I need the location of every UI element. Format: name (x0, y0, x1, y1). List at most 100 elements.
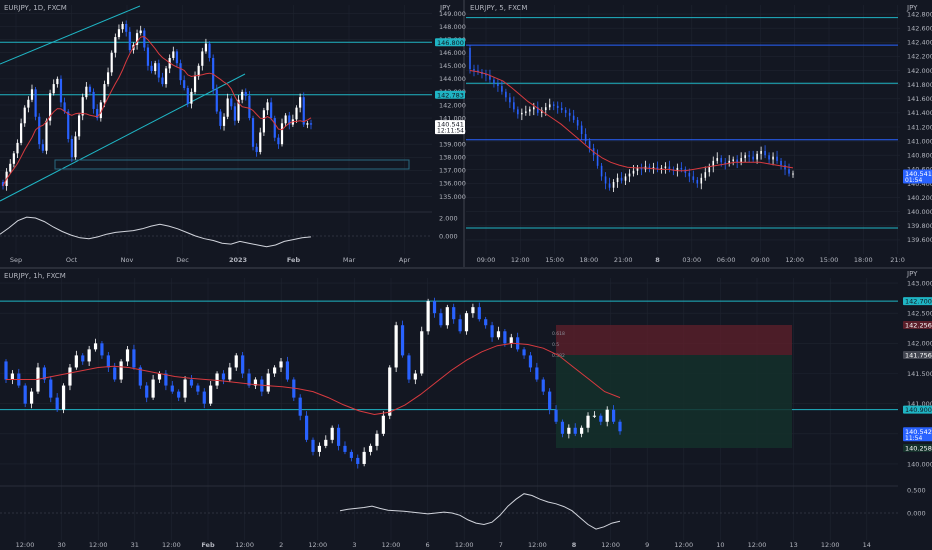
candle-body[interactable] (139, 30, 142, 34)
candle-body[interactable] (664, 166, 667, 168)
candle-body[interactable] (270, 102, 273, 119)
candle-body[interactable] (12, 153, 15, 164)
candle-body[interactable] (273, 118, 276, 138)
candle-body[interactable] (311, 439, 315, 452)
candle-body[interactable] (471, 307, 475, 314)
candle-body[interactable] (67, 111, 70, 139)
channel-upper-line[interactable] (0, 5, 141, 65)
candle-body[interactable] (132, 349, 136, 368)
candle-body[interactable] (612, 409, 616, 422)
candle-body[interactable] (596, 155, 599, 166)
candle-body[interactable] (336, 427, 341, 446)
candle-body[interactable] (656, 167, 659, 170)
candle-body[interactable] (302, 97, 305, 125)
candle-body[interactable] (177, 391, 181, 398)
candle-body[interactable] (230, 98, 233, 107)
candle-body[interactable] (704, 172, 707, 178)
candle-body[interactable] (56, 78, 59, 85)
candle-body[interactable] (676, 167, 679, 171)
candle-body[interactable] (29, 391, 34, 404)
candle-body[interactable] (92, 91, 95, 109)
candle-body[interactable] (580, 427, 584, 434)
candle-body[interactable] (484, 319, 488, 326)
candle-body[interactable] (768, 155, 770, 160)
candle-body[interactable] (161, 77, 164, 85)
candle-body[interactable] (221, 373, 226, 380)
position-stop-tag-box[interactable] (903, 321, 932, 329)
candle-body[interactable] (592, 415, 597, 417)
candle-body[interactable] (388, 367, 392, 416)
candle-body[interactable] (190, 91, 193, 104)
candle-body[interactable] (106, 72, 110, 85)
candle-body[interactable] (68, 367, 72, 386)
candle-body[interactable] (164, 373, 168, 386)
candle-body[interactable] (219, 111, 222, 126)
candle-body[interactable] (226, 98, 229, 117)
candle-body[interactable] (560, 107, 563, 111)
candle-body[interactable] (349, 451, 353, 458)
candle-body[interactable] (748, 155, 750, 157)
candle-body[interactable] (202, 391, 206, 404)
candle-body[interactable] (740, 158, 742, 163)
candle-body[interactable] (20, 123, 23, 143)
candle-body[interactable] (143, 30, 146, 48)
price-level-tag-box[interactable] (903, 405, 932, 414)
candle-body[interactable] (784, 165, 786, 170)
candle-body[interactable] (640, 167, 643, 170)
candle-body[interactable] (477, 307, 481, 320)
candle-body[interactable] (407, 355, 411, 380)
candle-body[interactable] (138, 367, 142, 386)
candle-body[interactable] (375, 433, 379, 446)
candle-body[interactable] (30, 89, 34, 100)
candle-body[interactable] (150, 65, 153, 72)
candle-body[interactable] (554, 409, 558, 422)
candle-body[interactable] (170, 385, 174, 392)
candle-body[interactable] (280, 123, 284, 145)
candle-body[interactable] (620, 177, 623, 181)
candle-body[interactable] (317, 445, 321, 452)
candle-body[interactable] (266, 373, 270, 392)
price-level-tag-box[interactable] (435, 90, 465, 99)
candle-body[interactable] (668, 166, 671, 170)
candle-body[interactable] (567, 427, 571, 434)
candle-body[interactable] (113, 367, 117, 380)
candle-body[interactable] (612, 182, 615, 188)
candle-body[interactable] (708, 166, 711, 173)
candle-body[interactable] (648, 166, 651, 168)
candle-body[interactable] (288, 115, 291, 125)
candle-body[interactable] (266, 102, 269, 111)
candle-body[interactable] (600, 165, 603, 177)
candle-body[interactable] (628, 173, 631, 177)
candle-body[interactable] (556, 105, 559, 108)
candle-body[interactable] (505, 91, 507, 98)
candle-body[interactable] (584, 134, 587, 142)
candle-body[interactable] (330, 427, 334, 440)
candle-body[interactable] (103, 84, 106, 103)
candle-body[interactable] (652, 167, 655, 169)
candle-body[interactable] (121, 23, 124, 30)
candle-body[interactable] (49, 93, 52, 121)
candle-body[interactable] (413, 373, 417, 380)
candle-body[interactable] (63, 102, 66, 112)
candle-body[interactable] (186, 88, 189, 104)
candle-body[interactable] (712, 160, 715, 167)
candle-body[interactable] (381, 415, 385, 434)
candle-body[interactable] (493, 79, 495, 84)
hourly-chart-panel[interactable]: EURJPY, 1h, FXCM JPY 143.000 142.500 142.0… (0, 270, 932, 549)
candle-body[interactable] (573, 427, 577, 434)
candle-body[interactable] (88, 86, 92, 92)
candle-body[interactable] (608, 183, 611, 188)
candle-body[interactable] (305, 415, 309, 440)
candle-body[interactable] (215, 373, 219, 386)
candle-body[interactable] (477, 70, 479, 72)
candle-body[interactable] (400, 325, 405, 356)
candle-body[interactable] (222, 116, 226, 126)
candle-body[interactable] (716, 158, 719, 161)
candle-body[interactable] (420, 331, 424, 374)
candle-body[interactable] (776, 156, 778, 161)
candle-body[interactable] (81, 355, 85, 362)
candle-body[interactable] (96, 108, 99, 119)
candle-body[interactable] (154, 63, 157, 72)
candle-body[interactable] (212, 57, 215, 90)
candle-body[interactable] (52, 84, 55, 94)
